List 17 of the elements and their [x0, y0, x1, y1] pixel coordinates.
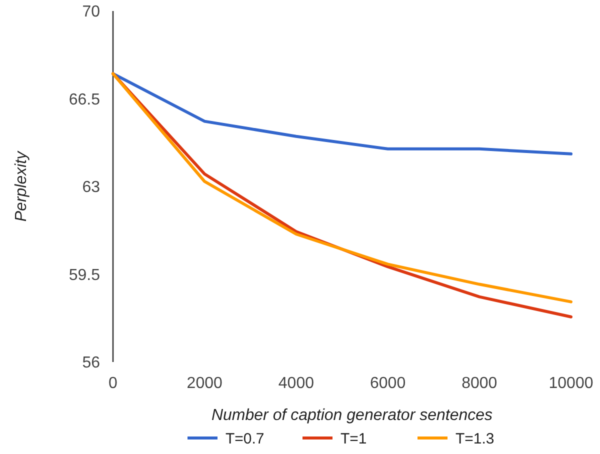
legend-label: T=1.3 [456, 430, 494, 448]
legend-label: T=1 [340, 430, 367, 448]
x-axis-title: Number of caption generator sentences [211, 407, 493, 424]
x-tick-label: 0 [108, 375, 118, 392]
y-tick-label: 66.5 [68, 91, 100, 108]
y-tick-label: 70 [82, 4, 100, 21]
x-tick-label: 6000 [370, 375, 406, 392]
y-axis-title: Perplexity [13, 150, 30, 222]
legend-label: T=0.7 [226, 430, 264, 448]
x-tick-label: 10000 [548, 375, 594, 392]
x-tick-label: 4000 [278, 375, 314, 392]
y-tick-label: 59.5 [68, 266, 100, 284]
line-series [112, 72, 572, 156]
y-tick-label: 56 [82, 354, 100, 372]
x-tick-label: 2000 [186, 375, 222, 392]
x-tick-label: 8000 [462, 375, 498, 392]
y-tick-label: 63 [82, 179, 100, 196]
